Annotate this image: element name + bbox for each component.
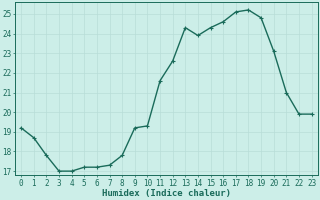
X-axis label: Humidex (Indice chaleur): Humidex (Indice chaleur) <box>102 189 231 198</box>
